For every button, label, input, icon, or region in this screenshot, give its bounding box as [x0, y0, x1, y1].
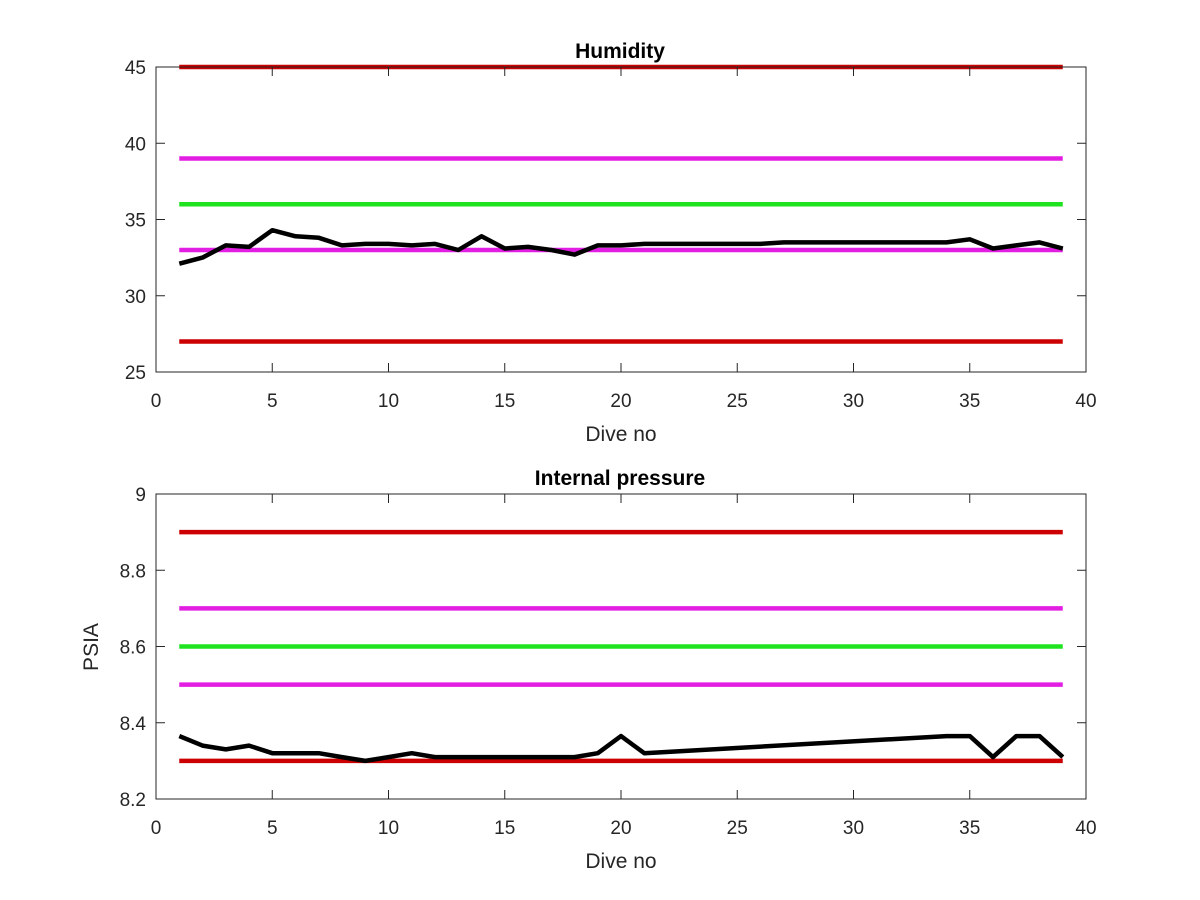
internal-pressure-y-tick-label-4: 9: [135, 485, 146, 506]
humidity-x-tick-label-8: 40: [1075, 391, 1096, 412]
internal-pressure-data-line-0: [178, 733, 1065, 764]
internal-pressure-title: Internal pressure: [535, 467, 705, 490]
humidity-x-tick-label-0: 0: [151, 391, 162, 412]
internal-pressure-x-tick-label-3: 15: [494, 818, 515, 839]
humidity-x-tick-label-5: 25: [727, 391, 748, 412]
internal-pressure-x-tick-label-6: 30: [843, 818, 864, 839]
internal-pressure-x-tick-label-5: 25: [727, 818, 748, 839]
internal-pressure-y-ticks: 8.2 8.4 8.6 8.8 9: [120, 485, 1086, 811]
internal-pressure-y-tick-label-0: 8.2: [120, 790, 146, 811]
humidity-x-tick-label-4: 20: [610, 391, 631, 412]
internal-pressure-x-axis-label: Dive no: [585, 850, 656, 873]
internal-pressure-x-ticks: 0 5 10 15 20 25 30 35 40: [151, 494, 1097, 839]
humidity-x-tick-label-2: 10: [378, 391, 399, 412]
humidity-x-tick-label-1: 5: [267, 391, 278, 412]
internal-pressure-x-tick-label-4: 20: [610, 818, 631, 839]
humidity-y-tick-label-2: 35: [125, 211, 146, 232]
humidity-x-tick-label-6: 30: [843, 391, 864, 412]
humidity-x-axis-label: Dive no: [585, 423, 656, 446]
internal-pressure-x-tick-label-8: 40: [1075, 818, 1096, 839]
humidity-panel: Humidity 0 5 10 15 20 25 30 35 40 25 30 35 40 45 Div…: [125, 40, 1097, 446]
internal-pressure-y-tick-label-1: 8.4: [120, 714, 147, 735]
humidity-y-ticks: 25 30 35 40 45: [125, 58, 1086, 384]
humidity-x-tick-label-7: 35: [959, 391, 980, 412]
internal-pressure-threshold-lines: [179, 529, 1063, 764]
humidity-y-tick-label-4: 45: [125, 58, 146, 79]
humidity-x-ticks: 0 5 10 15 20 25 30 35 40: [151, 67, 1097, 412]
humidity-x-tick-label-3: 15: [494, 391, 515, 412]
internal-pressure-x-tick-label-1: 5: [267, 818, 278, 839]
internal-pressure-y-tick-label-3: 8.8: [120, 561, 146, 582]
humidity-y-tick-label-0: 25: [125, 363, 146, 384]
internal-pressure-x-tick-label-7: 35: [959, 818, 980, 839]
humidity-y-tick-label-3: 40: [125, 134, 146, 155]
internal-pressure-x-tick-label-0: 0: [151, 818, 162, 839]
humidity-title: Humidity: [575, 40, 665, 63]
internal-pressure-y-tick-label-2: 8.6: [120, 638, 146, 659]
internal-pressure-y-axis-label: PSIA: [80, 623, 103, 671]
internal-pressure-x-tick-label-2: 10: [378, 818, 399, 839]
humidity-series: [178, 227, 1064, 266]
internal-pressure-series: [178, 733, 1065, 764]
humidity-y-tick-label-1: 30: [125, 287, 146, 308]
humidity-data-line-0: [178, 227, 1064, 266]
internal-pressure-panel: Internal pressure 0 5 10 15 20 25 30 35 40 8.28.…: [80, 467, 1097, 873]
